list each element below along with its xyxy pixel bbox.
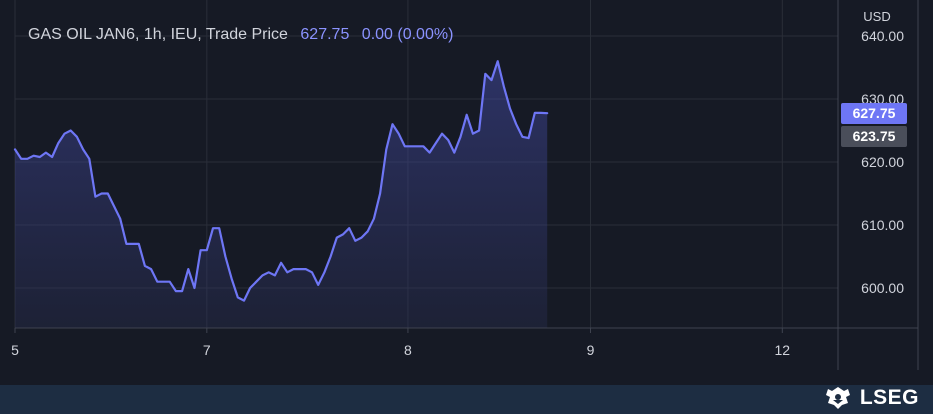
y-axis: 600.00 610.00 620.00 630.00 640.00: [861, 28, 904, 296]
series-area: [15, 61, 548, 328]
prev-price-badge: 623.75: [841, 126, 907, 148]
y-tick-label: 640.00: [861, 28, 904, 44]
y-tick-label: 630.00: [861, 91, 904, 107]
x-tick-label: 8: [404, 342, 412, 358]
brand-logo: LSEG: [822, 384, 919, 412]
series-layer: [13, 60, 549, 328]
x-tick-label: 12: [775, 342, 791, 358]
last-price: 627.75: [300, 26, 350, 43]
crest-icon: [825, 387, 850, 409]
price-chart[interactable]: 600.00 610.00 620.00 630.00 640.00 5 7 8 9 12 US…: [0, 0, 933, 385]
instrument-title: GAS OIL JAN6, 1h, IEU, Trade Price: [28, 26, 288, 43]
last-price-badge: 627.75: [841, 103, 907, 125]
price-change: 0.00 (0.00%): [361, 26, 454, 43]
footer-bar: [0, 385, 933, 414]
series-line: [13, 60, 549, 302]
x-tick-label: 5: [11, 342, 19, 358]
chart-header: GAS OIL JAN6, 1h, IEU, Trade Price 627.7…: [28, 26, 453, 44]
currency-label: USD: [863, 9, 890, 24]
x-tick-label: 9: [587, 342, 595, 358]
x-tick-label: 7: [203, 342, 211, 358]
y-tick-label: 600.00: [861, 280, 904, 296]
y-tick-label: 620.00: [861, 154, 904, 170]
logo-text: LSEG: [859, 386, 919, 409]
y-tick-label: 610.00: [861, 217, 904, 233]
x-axis: 5 7 8 9 12: [11, 328, 790, 358]
